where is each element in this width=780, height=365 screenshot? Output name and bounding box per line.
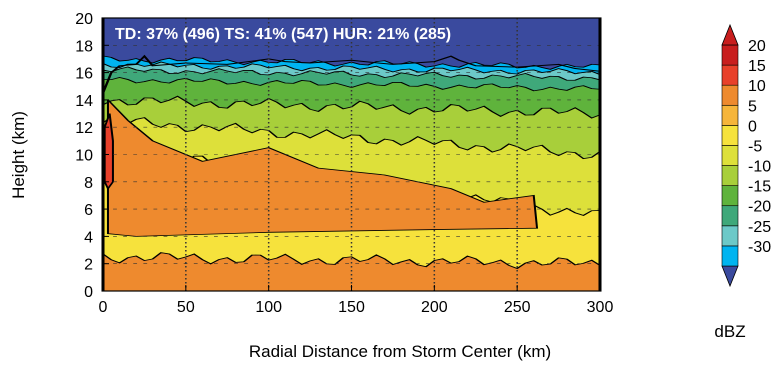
colorbar-tick-label--5: -5: [748, 138, 762, 155]
colorbar-tick-label-0: 0: [748, 118, 757, 135]
y-tick-label-2: 2: [84, 257, 93, 274]
colorbar-segment-4: [721, 165, 739, 186]
colorbar-segment-5: [721, 145, 739, 166]
colorbar-segment-10: [721, 44, 739, 66]
colorbar-tick-label--10: -10: [748, 159, 771, 176]
colorbar-segment-2: [721, 205, 739, 227]
y-tick-label-8: 8: [84, 175, 93, 192]
x-tick-label-100: 100: [255, 299, 282, 316]
y-tick-label-18: 18: [75, 38, 93, 55]
y-tick-label-4: 4: [84, 229, 93, 246]
colorbar-segment-0: [721, 245, 739, 267]
y-tick-label-16: 16: [75, 66, 93, 83]
plot-area: [101, 17, 602, 292]
colorbar-tick-label-15: 15: [748, 58, 766, 75]
y-tick-label-0: 0: [84, 284, 93, 301]
y-tick-label-14: 14: [75, 93, 93, 110]
colorbar-over-arrow: [721, 23, 739, 46]
colorbar-tick-label--30: -30: [748, 239, 771, 256]
y-tick-label-12: 12: [75, 120, 93, 137]
echo-top-contour: [103, 54, 601, 94]
x-tick-label-0: 0: [99, 299, 108, 316]
colorbar-segment-6: [721, 125, 739, 146]
y-axis-label: Height (km): [9, 111, 28, 199]
colorbar-segment-9: [721, 64, 739, 86]
colorbar: 20 15 10 5 0 -5 -10 -15 -20 -25 -30: [721, 23, 771, 288]
y-tick-label-10: 10: [75, 148, 93, 165]
x-tick-label-200: 200: [421, 299, 448, 316]
colorbar-tick-label--25: -25: [748, 219, 771, 236]
x-axis-label: Radial Distance from Storm Center (km): [249, 342, 551, 361]
colorbar-tick-label-20: 20: [748, 38, 766, 55]
colorbar-under-arrow: [721, 265, 739, 288]
colorbar-unit: dBZ: [714, 322, 745, 341]
y-tick-label-6: 6: [84, 202, 93, 219]
colorbar-tick-label-10: 10: [748, 78, 766, 95]
x-tick-label-250: 250: [504, 299, 531, 316]
colorbar-tick-label--15: -15: [748, 179, 771, 196]
colorbar-segment-1: [721, 225, 739, 247]
colorbar-segment-7: [721, 104, 739, 126]
x-tick-label-50: 50: [177, 299, 195, 316]
colorbar-segment-8: [721, 84, 739, 106]
annotation-stats: TD: 37% (496) TS: 41% (547) HUR: 21% (28…: [115, 26, 451, 43]
x-tick-label-150: 150: [338, 299, 365, 316]
colorbar-tick-label--20: -20: [748, 199, 771, 216]
gridlines: [102, 17, 601, 292]
y-tick-label-20: 20: [75, 11, 93, 28]
contour-band-5to10-core: [106, 99, 539, 237]
contour-band-5to10: [103, 252, 601, 291]
colorbar-tick-label-5: 5: [748, 98, 757, 115]
x-tick-label-300: 300: [587, 299, 614, 316]
contour-band-10to15: [103, 113, 114, 189]
colorbar-segment-3: [721, 185, 739, 207]
